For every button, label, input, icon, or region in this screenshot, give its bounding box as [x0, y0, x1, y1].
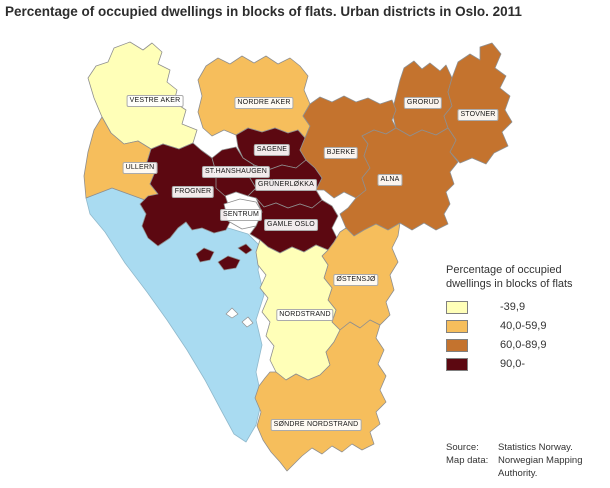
legend: Percentage of occupied dwellings in bloc…	[446, 263, 608, 377]
district-label-grunerlokka: GRÜNERLØKKA	[255, 179, 317, 191]
district-label-nordstrand: NORDSTRAND	[276, 309, 334, 321]
mapdata-value: Norwegian Mapping Authority.	[498, 454, 583, 479]
district-label-gamle-oslo: GAMLE OSLO	[264, 219, 318, 231]
district-label-stovner: STOVNER	[457, 109, 499, 121]
source-label: Source:	[446, 442, 479, 453]
legend-item-class4: 90,0-	[446, 357, 608, 371]
legend-item-class3: 60,0-89,9	[446, 338, 608, 352]
source-block: Source: Statistics Norway. Map data: Nor…	[446, 442, 606, 480]
island-4	[225, 307, 239, 319]
legend-title: Percentage of occupied dwellings in bloc…	[446, 263, 608, 292]
island-2	[217, 255, 241, 271]
island-1	[195, 247, 215, 263]
district-label-sondre-nordstrand: SØNDRE NORDSTRAND	[270, 419, 362, 431]
legend-title-line2: dwellings in blocks of flats	[446, 278, 573, 291]
legend-label-class1: -39,9	[500, 301, 526, 314]
district-label-sagene: SAGENE	[253, 144, 291, 156]
district-label-grorud: GRORUD	[403, 97, 443, 109]
district-label-bjerke: BJERKE	[323, 147, 359, 159]
legend-title-line1: Percentage of occupied	[446, 264, 562, 276]
district-label-vestre-aker: VESTRE AKER	[126, 95, 184, 107]
legend-swatch-class2-icon	[446, 319, 468, 333]
district-label-alna: ALNA	[377, 174, 403, 186]
district-label-frogner: FROGNER	[171, 186, 215, 198]
district-sondre-nordstrand	[254, 319, 387, 472]
mapdata-label: Map data:	[446, 454, 489, 466]
legend-label-class4: 90,0-	[500, 358, 526, 371]
page-title: Percentage of occupied dwellings in bloc…	[5, 4, 522, 19]
legend-swatch-class3-icon	[446, 338, 468, 352]
legend-swatch-class1-icon	[446, 300, 468, 314]
legend-swatch-class4-icon	[446, 357, 468, 371]
district-label-st-hanshaugen: ST.HANSHAUGEN	[201, 166, 271, 178]
district-label-ostensjo: ØSTENSJØ	[333, 274, 379, 286]
legend-label-class2: 40,0-59,9	[500, 320, 547, 333]
district-label-nordre-aker: NORDRE AKER	[234, 97, 294, 109]
legend-item-class2: 40,0-59,9	[446, 319, 608, 333]
source-row: Source: Statistics Norway.	[446, 442, 606, 455]
district-stovner	[443, 42, 513, 165]
mapdata-row: Map data: Norwegian Mapping Authority.	[446, 455, 606, 481]
legend-label-class3: 60,0-89,9	[500, 339, 547, 352]
island-5	[241, 316, 254, 328]
legend-item-class1: -39,9	[446, 300, 608, 314]
district-label-ullern: ULLERN	[122, 162, 158, 174]
source-value: Statistics Norway.	[498, 442, 573, 453]
district-label-sentrum: SENTRUM	[219, 209, 263, 221]
legend-items: -39,9 40,0-59,9 60,0-89,9 90,0-	[446, 300, 608, 371]
island-3	[237, 243, 253, 255]
